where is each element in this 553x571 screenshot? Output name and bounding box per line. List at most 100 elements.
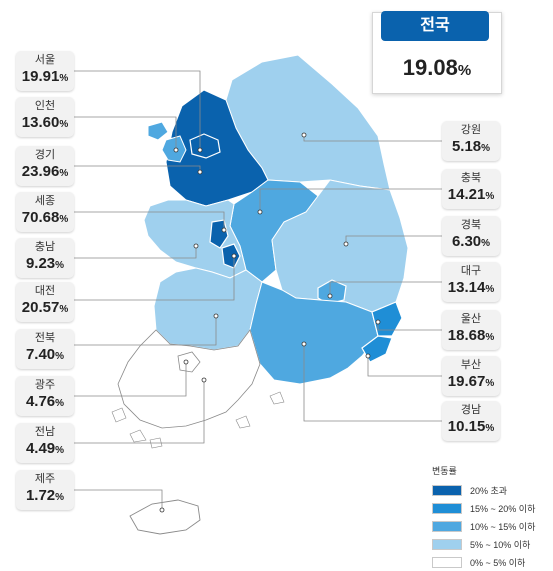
- label-jeju: 제주 1.72%: [16, 470, 74, 510]
- label-name: 충북: [460, 172, 482, 184]
- label-value-line: 23.96%: [16, 162, 74, 184]
- national-unit: %: [457, 62, 472, 79]
- legend-swatch: [432, 502, 462, 514]
- label-value: 6.30: [451, 233, 482, 250]
- label-value: 4.76: [25, 393, 56, 410]
- legend-title: 변동률: [432, 466, 457, 476]
- label-name: 전북: [34, 332, 56, 344]
- label-value: 14.21: [447, 186, 486, 203]
- label-value-line: 19.67%: [442, 372, 500, 394]
- label-value-line: 20.57%: [16, 298, 74, 320]
- label-unit: %: [485, 423, 495, 434]
- legend-item: 5% ~ 10% 이하: [432, 535, 547, 553]
- label-incheon: 인천 13.60%: [16, 97, 74, 137]
- label-value: 4.49: [25, 440, 56, 457]
- label-value-line: 9.23%: [16, 254, 74, 276]
- label-value: 70.68: [21, 209, 60, 226]
- label-value: 9.23: [25, 255, 56, 272]
- legend-swatch: [432, 538, 462, 550]
- label-seoul: 서울 19.91%: [16, 51, 74, 91]
- legend: 변동률 20% 초과 15% ~ 20% 이하 10% ~ 15% 이하 5% …: [432, 464, 547, 571]
- legend-item: 15% ~ 20% 이하: [432, 499, 547, 517]
- label-value: 5.18: [451, 138, 482, 155]
- label-name: 부산: [460, 359, 482, 371]
- label-name: 광주: [34, 379, 56, 391]
- region-gwangju[interactable]: [177, 351, 201, 373]
- label-value-line: 14.21%: [442, 185, 500, 207]
- label-value: 1.72: [25, 487, 56, 504]
- label-value-line: 19.91%: [16, 67, 74, 89]
- label-name: 경기: [34, 149, 56, 161]
- label-value: 19.67: [447, 373, 486, 390]
- legend-label: 20% 초과: [470, 485, 508, 496]
- label-name: 대구: [460, 265, 482, 277]
- label-value: 7.40: [25, 346, 56, 363]
- label-value-line: 18.68%: [442, 326, 500, 348]
- legend-item: 0% ~ 5% 이하: [432, 553, 547, 571]
- label-value-line: 6.30%: [442, 232, 500, 254]
- label-value-line: 13.60%: [16, 113, 74, 135]
- label-gyeongbuk: 경북 6.30%: [442, 216, 500, 256]
- label-gangwon: 강원 5.18%: [442, 121, 500, 161]
- label-name: 경북: [460, 219, 482, 231]
- label-unit: %: [59, 168, 69, 179]
- label-daejeon: 대전 20.57%: [16, 282, 74, 322]
- label-unit: %: [55, 492, 65, 503]
- coast-islands: [111, 391, 285, 449]
- label-sejong: 세종 70.68%: [16, 192, 74, 232]
- label-value-line: 1.72%: [16, 486, 74, 508]
- label-unit: %: [55, 260, 65, 271]
- label-value: 10.15: [447, 418, 486, 435]
- legend-label: 15% ~ 20% 이하: [470, 503, 536, 514]
- label-jeonbuk: 전북 7.40%: [16, 329, 74, 369]
- label-ulsan: 울산 18.68%: [442, 310, 500, 350]
- region-ulsan[interactable]: [371, 301, 403, 337]
- region-jeju[interactable]: [129, 499, 201, 535]
- label-jeonnam: 전남 4.49%: [16, 423, 74, 463]
- label-value: 23.96: [21, 163, 60, 180]
- label-value-line: 70.68%: [16, 208, 74, 230]
- label-value-line: 4.49%: [16, 439, 74, 461]
- label-chungbuk: 충북 14.21%: [442, 169, 500, 209]
- label-name: 강원: [460, 124, 482, 136]
- label-unit: %: [55, 351, 65, 362]
- legend-label: 5% ~ 10% 이하: [470, 539, 531, 550]
- label-gyeongnam: 경남 10.15%: [442, 401, 500, 441]
- label-name: 서울: [34, 54, 56, 66]
- region-sejong[interactable]: [209, 219, 229, 249]
- label-name: 제주: [34, 473, 56, 485]
- label-value-line: 13.14%: [442, 278, 500, 300]
- national-box: 전국 19.08%: [372, 11, 502, 94]
- national-value-line: 19.08%: [373, 55, 501, 81]
- label-name: 전남: [34, 426, 56, 438]
- label-name: 충남: [34, 241, 56, 253]
- region-seoul[interactable]: [189, 133, 221, 159]
- label-name: 경남: [460, 404, 482, 416]
- label-chungnam: 충남 9.23%: [16, 238, 74, 278]
- label-unit: %: [59, 119, 69, 130]
- label-busan: 부산 19.67%: [442, 356, 500, 396]
- label-value: 18.68: [447, 327, 486, 344]
- legend-swatch: [432, 484, 462, 496]
- region-incheon-island: [147, 121, 169, 141]
- label-name: 대전: [34, 285, 56, 297]
- legend-item: 10% ~ 15% 이하: [432, 517, 547, 535]
- label-value-line: 5.18%: [442, 137, 500, 159]
- label-unit: %: [485, 378, 495, 389]
- legend-label: 0% ~ 5% 이하: [470, 557, 526, 568]
- region-jeonnam[interactable]: [117, 329, 261, 429]
- label-value: 20.57: [21, 299, 60, 316]
- legend-label: 10% ~ 15% 이하: [470, 521, 536, 532]
- label-name: 울산: [460, 313, 482, 325]
- label-value: 13.14: [447, 279, 486, 296]
- label-unit: %: [55, 398, 65, 409]
- region-daegu[interactable]: [317, 279, 347, 305]
- region-daejeon[interactable]: [221, 243, 241, 269]
- legend-item: 20% 초과: [432, 481, 547, 499]
- label-value: 13.60: [21, 114, 60, 131]
- label-unit: %: [55, 445, 65, 456]
- label-value-line: 7.40%: [16, 345, 74, 367]
- label-value-line: 4.76%: [16, 392, 74, 414]
- label-daegu: 대구 13.14%: [442, 262, 500, 302]
